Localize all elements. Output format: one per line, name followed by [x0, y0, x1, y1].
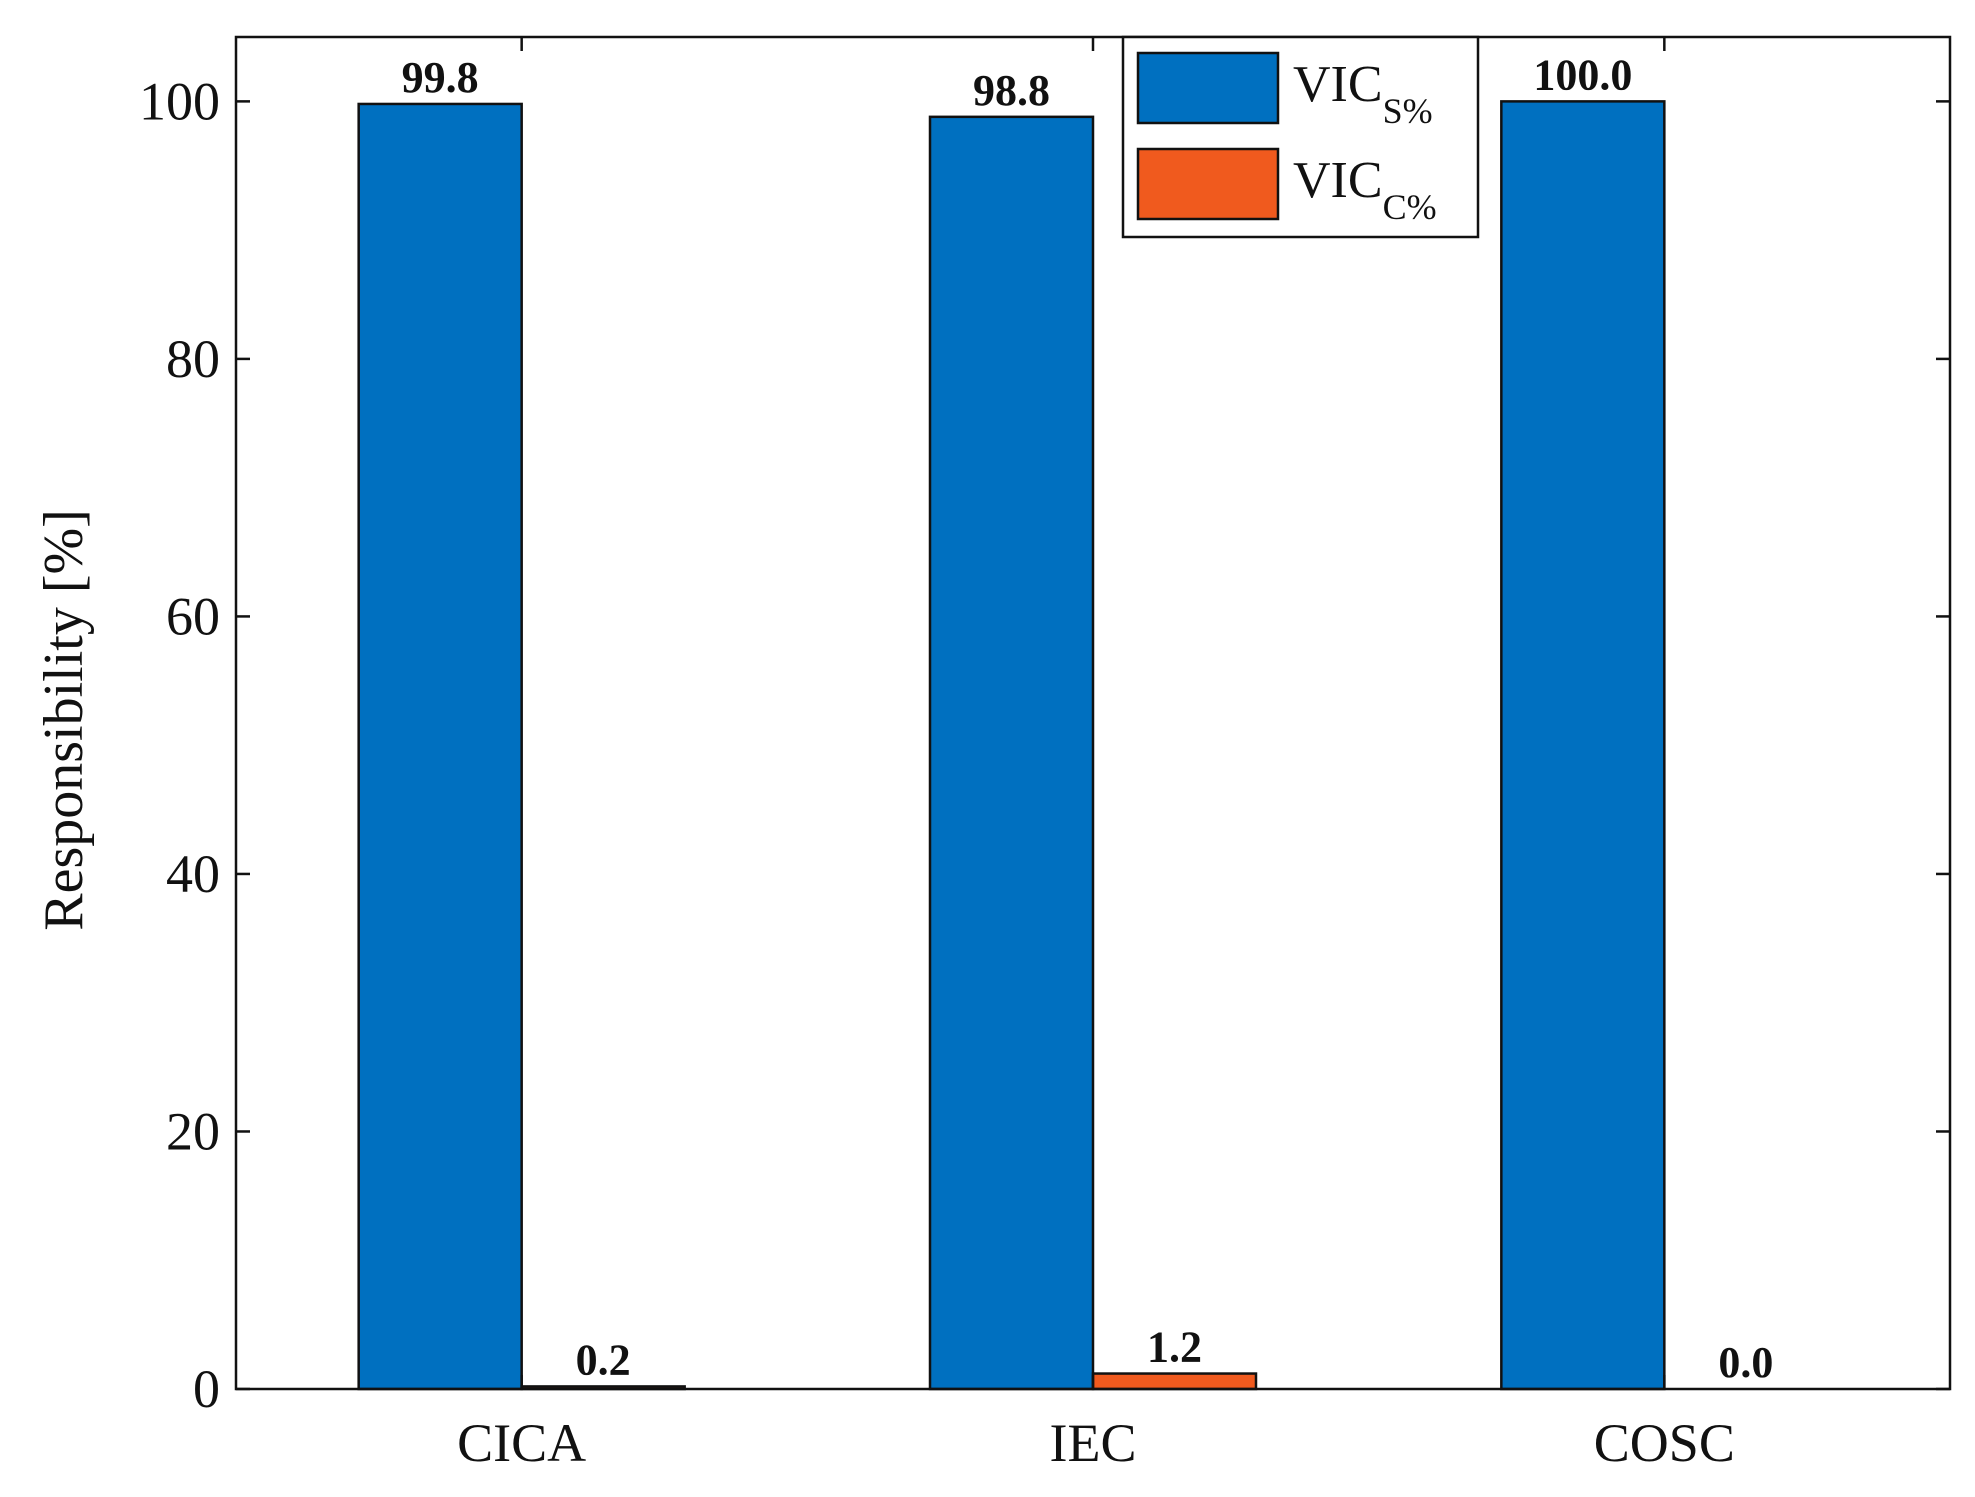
x-tick-label-iec: IEC — [1050, 1413, 1137, 1473]
bars-group — [357, 100, 1666, 1391]
x-tick-label-cica: CICA — [457, 1413, 586, 1473]
y-tick-label-60: 60 — [166, 586, 220, 646]
legend-label-main: VIC — [1293, 152, 1383, 209]
axes-group: 0 20 40 60 80 100 CICA IEC COSC — [139, 35, 1952, 1473]
legend: VICS%VICC% — [1121, 35, 1480, 239]
y-tick-label-100: 100 — [139, 71, 220, 131]
legend-label-subscript: C% — [1383, 187, 1437, 227]
y-tick-label-0: 0 — [193, 1359, 220, 1419]
data-labels-group: 99.8 0.2 98.8 1.2 100.0 0.0 — [402, 50, 1774, 1387]
y-axis-label: Responsibility [%] — [33, 509, 95, 931]
bar-cica-s — [357, 102, 523, 1391]
bar-cosc-s — [1500, 100, 1666, 1391]
legend-entry-c: VICC% — [1293, 152, 1437, 227]
y-tick-label-80: 80 — [166, 329, 220, 389]
data-label-cica-s: 99.8 — [402, 53, 479, 102]
bar-iec-s — [928, 115, 1095, 1391]
y-tick-label-20: 20 — [166, 1101, 220, 1161]
legend-swatch-s — [1136, 51, 1280, 125]
legend-label-subscript: S% — [1383, 91, 1433, 131]
data-label-cica-c: 0.2 — [576, 1335, 631, 1384]
legend-label-main: VIC — [1293, 56, 1383, 113]
legend-swatch-c — [1136, 147, 1280, 221]
data-label-cosc-s: 100.0 — [1533, 50, 1632, 99]
data-label-iec-s: 98.8 — [973, 66, 1050, 115]
data-label-iec-c: 1.2 — [1147, 1323, 1202, 1372]
legend-entry-s: VICS% — [1293, 56, 1433, 131]
data-label-cosc-c: 0.0 — [1718, 1338, 1773, 1387]
y-tick-label-40: 40 — [166, 844, 220, 904]
x-tick-label-cosc: COSC — [1594, 1413, 1735, 1473]
bar-iec-c — [1091, 1372, 1258, 1391]
